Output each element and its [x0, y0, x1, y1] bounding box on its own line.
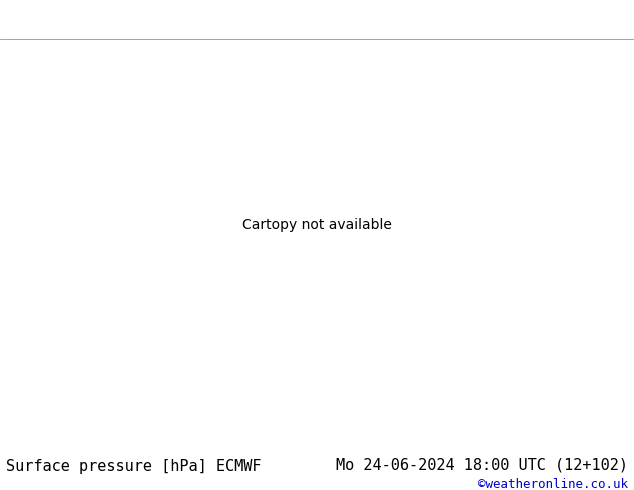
Text: Cartopy not available: Cartopy not available: [242, 219, 392, 232]
Text: ©weatheronline.co.uk: ©weatheronline.co.uk: [477, 478, 628, 490]
Text: Surface pressure [hPa] ECMWF: Surface pressure [hPa] ECMWF: [6, 459, 262, 474]
Text: Mo 24-06-2024 18:00 UTC (12+102): Mo 24-06-2024 18:00 UTC (12+102): [335, 457, 628, 472]
